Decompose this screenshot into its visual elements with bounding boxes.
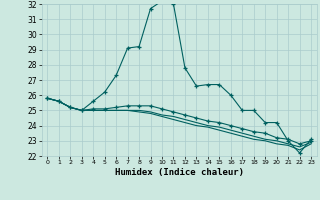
X-axis label: Humidex (Indice chaleur): Humidex (Indice chaleur) [115, 168, 244, 177]
